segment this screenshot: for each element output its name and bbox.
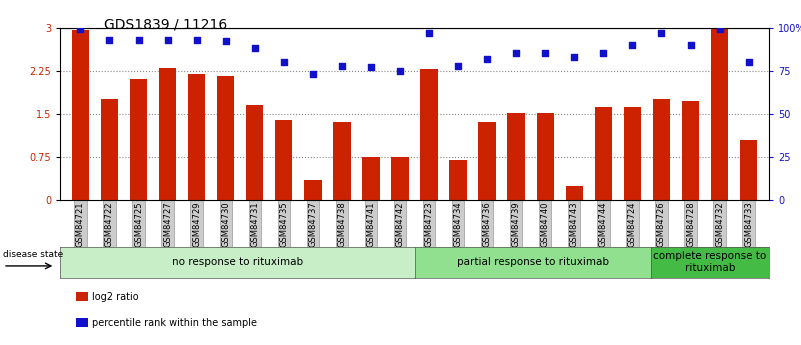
Point bbox=[277, 59, 290, 65]
Point bbox=[655, 30, 668, 36]
Text: complete response to
rituximab: complete response to rituximab bbox=[654, 252, 767, 273]
Bar bbox=[391, 157, 409, 200]
Text: log2 ratio: log2 ratio bbox=[92, 292, 139, 302]
Bar bbox=[130, 79, 147, 200]
Bar bbox=[537, 113, 554, 200]
Bar bbox=[362, 157, 380, 200]
Bar bbox=[478, 122, 496, 200]
Bar bbox=[624, 107, 641, 200]
Bar bbox=[653, 99, 670, 200]
Point bbox=[539, 51, 552, 56]
Point bbox=[393, 68, 406, 73]
Point bbox=[161, 37, 174, 42]
Bar bbox=[333, 122, 351, 200]
Bar bbox=[740, 140, 757, 200]
Point bbox=[568, 54, 581, 60]
Point bbox=[481, 56, 493, 61]
Bar bbox=[246, 105, 264, 200]
Point bbox=[219, 39, 232, 44]
Point bbox=[132, 37, 145, 42]
Point bbox=[74, 27, 87, 32]
Point bbox=[248, 46, 261, 51]
Bar bbox=[217, 77, 235, 200]
Bar bbox=[594, 107, 612, 200]
Text: percentile rank within the sample: percentile rank within the sample bbox=[92, 318, 257, 327]
Text: no response to rituximab: no response to rituximab bbox=[171, 257, 303, 267]
Point bbox=[364, 65, 377, 70]
Bar bbox=[72, 30, 89, 200]
Bar bbox=[508, 113, 525, 200]
Text: GDS1839 / 11216: GDS1839 / 11216 bbox=[104, 17, 227, 31]
Point bbox=[190, 37, 203, 42]
Point bbox=[626, 42, 639, 48]
Bar bbox=[710, 28, 728, 200]
Bar bbox=[101, 99, 119, 200]
Point bbox=[684, 42, 697, 48]
Point bbox=[743, 59, 755, 65]
Point bbox=[423, 30, 436, 36]
Bar bbox=[566, 186, 583, 200]
Point bbox=[336, 63, 348, 68]
Bar bbox=[159, 68, 176, 200]
Bar bbox=[275, 120, 292, 200]
Text: partial response to rituximab: partial response to rituximab bbox=[457, 257, 609, 267]
Bar bbox=[682, 101, 699, 200]
Point bbox=[307, 71, 320, 77]
Point bbox=[509, 51, 522, 56]
Point bbox=[597, 51, 610, 56]
Bar bbox=[188, 73, 205, 200]
Point bbox=[452, 63, 465, 68]
Point bbox=[103, 37, 116, 42]
Text: disease state: disease state bbox=[3, 250, 63, 259]
Bar bbox=[449, 160, 467, 200]
Point bbox=[713, 27, 726, 32]
Bar bbox=[421, 69, 438, 200]
Bar bbox=[304, 180, 321, 200]
